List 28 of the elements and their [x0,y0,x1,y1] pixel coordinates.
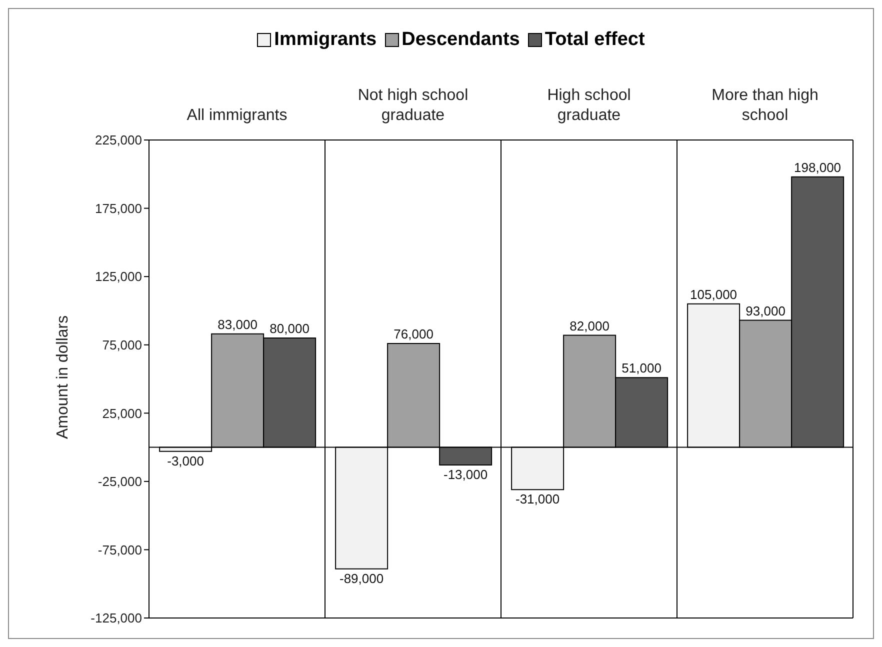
data-label: 105,000 [690,286,738,302]
y-tick-label: 225,000 [95,132,142,148]
data-label: 93,000 [746,303,786,318]
y-tick-label: 75,000 [102,337,142,352]
data-label: 83,000 [218,316,258,332]
legend-label: Total effect [544,29,645,51]
y-axis-title: Amount in dollars [54,315,72,439]
x-tick-label: Not high school graduate [358,87,468,124]
y-tick-label: 175,000 [95,200,142,216]
x-tick-label: High school graduate [547,87,631,124]
data-label: -89,000 [340,570,384,586]
legend-label: Descendants [402,29,520,51]
y-tick-label: 25,000 [102,406,142,421]
data-label: -31,000 [516,492,560,507]
data-label: 51,000 [622,360,662,376]
data-label: 80,000 [270,321,310,336]
data-label: -3,000 [167,453,204,468]
y-tick-label: -75,000 [98,542,142,558]
data-label: 76,000 [394,326,434,342]
y-tick-label: 125,000 [95,269,142,284]
x-tick-label: All immigrants [186,107,288,124]
data-label: 82,000 [570,318,610,334]
y-tick-label: -125,000 [90,610,142,626]
x-tick-label: More than high school [712,87,818,124]
legend-label: Immigrants [274,29,377,51]
y-tick-label: -25,000 [98,474,142,490]
data-label: -13,000 [444,467,488,482]
data-label: 198,000 [794,160,842,175]
